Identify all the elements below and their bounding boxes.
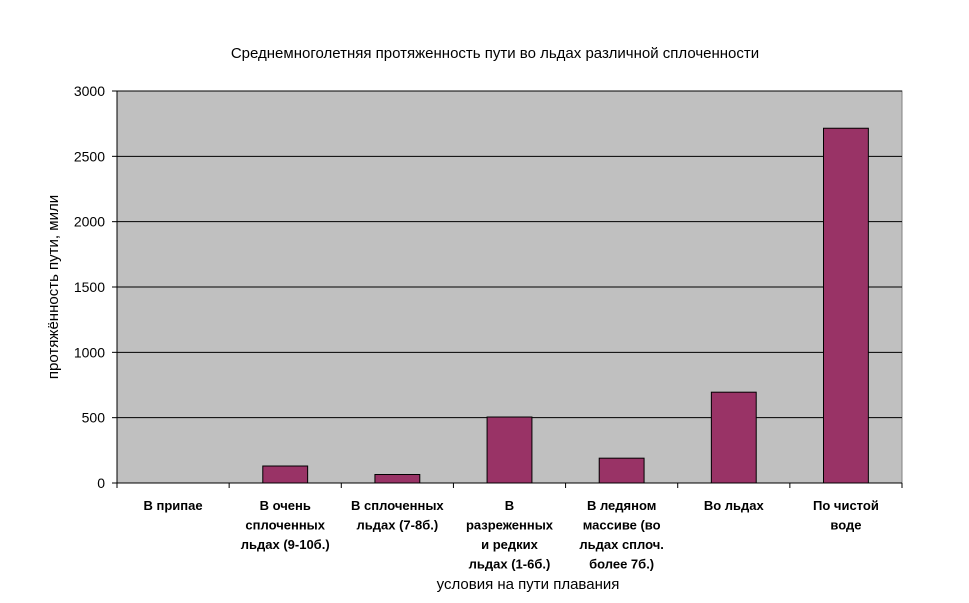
chart-title: Среднемноголетняя протяженность пути во … bbox=[231, 45, 759, 62]
x-tick-label: льдах сплоч. bbox=[579, 537, 664, 552]
gridlines bbox=[117, 90, 902, 419]
y-tick-label: 1500 bbox=[74, 279, 105, 295]
x-tick-label: В ледяном bbox=[587, 498, 656, 513]
bar bbox=[374, 474, 421, 484]
bar bbox=[710, 391, 757, 484]
x-tick-label: и редких bbox=[481, 537, 539, 552]
x-tick-label: В припае bbox=[144, 498, 203, 513]
y-tick-label: 0 bbox=[97, 475, 105, 491]
x-tick-label: В сплоченных bbox=[351, 498, 444, 513]
x-tick-label: По чистой bbox=[813, 498, 879, 513]
bar bbox=[262, 465, 309, 484]
bars bbox=[262, 127, 869, 484]
x-tick-label: льдах (7-8б.) bbox=[357, 518, 439, 533]
y-tick-label: 2000 bbox=[74, 214, 105, 230]
y-tick-label: 500 bbox=[82, 410, 106, 426]
y-tick-label: 2500 bbox=[74, 148, 105, 164]
x-tick-label: воде bbox=[830, 518, 861, 533]
y-tick-labels: 0 500 1000 1500 2000 2500 3000 bbox=[74, 83, 105, 491]
x-tick-labels: В припае В очень сплоченных льдах (9-10б.) В… bbox=[144, 498, 879, 572]
bar bbox=[598, 457, 645, 484]
x-tick-label: В очень bbox=[260, 498, 311, 513]
axes bbox=[112, 90, 903, 488]
x-tick-label: разреженных bbox=[466, 518, 554, 533]
y-axis-label: протяжённость пути, мили bbox=[45, 195, 62, 379]
y-tick-label: 3000 bbox=[74, 83, 105, 99]
bar bbox=[486, 416, 533, 484]
x-tick-label: Во льдах bbox=[704, 498, 765, 513]
x-axis-label: условия на пути плавания bbox=[437, 576, 620, 593]
x-tick-label: массиве (во bbox=[583, 518, 661, 533]
x-tick-label: более 7б.) bbox=[589, 557, 654, 572]
y-tick-label: 1000 bbox=[74, 344, 105, 360]
x-tick-label: льдах (9-10б.) bbox=[241, 537, 330, 552]
x-tick-label: сплоченных bbox=[245, 518, 325, 533]
x-tick-label: льдах (1-6б.) bbox=[469, 557, 551, 572]
bar bbox=[823, 127, 869, 484]
x-tick-label: В bbox=[505, 498, 514, 513]
